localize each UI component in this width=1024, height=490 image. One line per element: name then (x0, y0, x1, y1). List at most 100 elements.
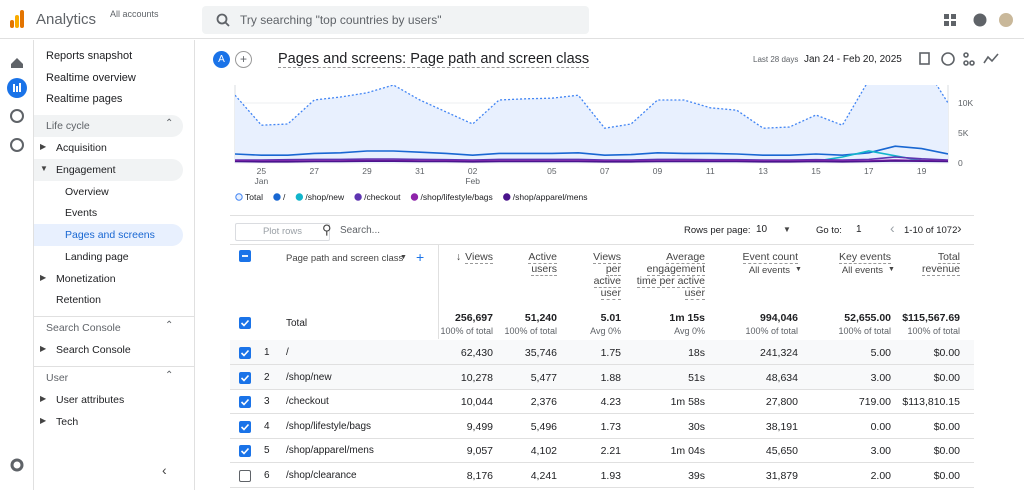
comparison-avatar[interactable]: A (213, 51, 230, 68)
nav-item[interactable]: Tech (56, 416, 79, 428)
rail-icons[interactable] (6, 50, 28, 480)
dimension-header[interactable]: Page path and screen class (286, 253, 404, 264)
nav-item[interactable]: Acquisition (56, 142, 107, 154)
row-rank: 4 (264, 420, 270, 432)
nav-item[interactable]: Pages and screens (65, 229, 155, 241)
column-header[interactable]: Views per active user (581, 251, 621, 300)
column-header[interactable]: Key events (821, 251, 891, 264)
row-page[interactable]: /shop/apparel/mens (286, 445, 374, 457)
row-page[interactable]: /checkout (286, 396, 329, 408)
row-page[interactable]: /shop/clearance (286, 470, 357, 481)
cell-value: $113,810.15 (902, 396, 960, 409)
row-rank: 1 (264, 347, 270, 358)
row-border (230, 364, 974, 365)
report-title: Pages and screens: Page path and screen … (278, 51, 590, 68)
toolbar-icons[interactable] (918, 51, 1003, 67)
section-title[interactable]: User (46, 372, 69, 384)
nav-item[interactable]: Search Console (56, 344, 131, 356)
account-picker[interactable]: All accounts (110, 9, 159, 19)
cell-value: 31,879 (765, 470, 798, 482)
collapse-icon: ⌃ (165, 370, 174, 381)
search-placeholder: Try searching "top countries by users" (240, 13, 442, 27)
y-tick-label: 5K (958, 128, 969, 138)
page-next[interactable]: › (957, 220, 962, 236)
nav-item[interactable]: Engagement (56, 164, 116, 176)
goto-label: Go to: (816, 225, 842, 236)
cell-value: 2,376 (530, 396, 557, 409)
select-all[interactable] (239, 250, 251, 262)
series-group (235, 145, 948, 157)
row-page[interactable]: / (286, 347, 289, 358)
total-value: 256,697 (455, 312, 493, 324)
row-checkbox[interactable] (239, 445, 251, 458)
row-bg (230, 340, 974, 364)
row-checkbox[interactable] (239, 420, 251, 433)
header-icons[interactable] (944, 13, 1014, 29)
nav-item[interactable]: Overview (65, 186, 109, 198)
nav-active (34, 224, 183, 246)
row-checkbox[interactable] (239, 470, 251, 482)
row-checkbox[interactable] (239, 347, 251, 359)
x-tick-label: 05 (547, 166, 557, 176)
collapse-icon: ⌃ (165, 320, 174, 331)
row-rank: 3 (264, 396, 270, 408)
nav-item[interactable]: User attributes (56, 394, 125, 406)
row-checkbox[interactable] (239, 317, 251, 329)
total-value: 994,046 (760, 312, 798, 324)
cell-value: 1.75 (600, 347, 621, 359)
plot-rows-button[interactable]: Plot rows (235, 223, 330, 241)
search-box[interactable] (202, 6, 589, 34)
nav-item[interactable]: Landing page (65, 251, 129, 263)
column-header[interactable]: ↓ Views (443, 251, 493, 264)
cell-value: 27,800 (765, 396, 798, 409)
search-icon: ⚲ (322, 222, 332, 237)
add-comparison[interactable]: + (235, 51, 252, 68)
table-search[interactable]: Search... (340, 225, 381, 236)
column-header[interactable]: Active users (512, 251, 557, 276)
nav-item[interactable]: Realtime pages (46, 93, 123, 105)
rows-per-page[interactable]: 10 (756, 224, 768, 235)
date-range[interactable]: Jan 24 - Feb 20, 2025 (804, 54, 902, 65)
add-dimension[interactable]: + (416, 249, 425, 265)
column-header[interactable]: Event count (728, 251, 798, 264)
column-filter[interactable]: All events (748, 265, 790, 276)
x-tick-label: 31 (415, 166, 425, 176)
nav-item[interactable]: Events (65, 207, 98, 219)
cell-value: 10,044 (460, 396, 493, 409)
row-checkbox[interactable] (239, 371, 251, 384)
section-title[interactable]: Search Console (46, 322, 121, 334)
column-label: Average engagement time per active user (636, 251, 705, 300)
row-rank: 5 (264, 445, 270, 457)
nav-item[interactable]: Retention (56, 294, 101, 306)
row-checkbox[interactable] (239, 396, 251, 409)
goto-input[interactable]: 1 (856, 224, 862, 235)
section-title[interactable]: Life cycle (46, 120, 90, 132)
cell-value: $0.00 (933, 470, 960, 482)
cell-value: 51s (688, 371, 705, 384)
legend-label: / (283, 192, 286, 202)
nav-item[interactable]: Realtime overview (46, 72, 136, 84)
header-top-border (230, 244, 974, 245)
column-header[interactable]: Total revenue (900, 251, 960, 276)
collapse-sidebar[interactable]: ‹ (162, 462, 167, 478)
column-header[interactable]: Average engagement time per active user (630, 251, 705, 300)
cell-value: 3.00 (870, 445, 891, 458)
series-group (235, 85, 948, 163)
legend-label: /checkout (364, 192, 401, 202)
legend-swatch (273, 193, 281, 201)
row-page[interactable]: /shop/new (286, 371, 332, 383)
row-page[interactable]: /shop/lifestyle/bags (286, 420, 372, 432)
nav-item[interactable]: Reports snapshot (46, 50, 133, 62)
expand-arrow: ▶ (40, 273, 47, 282)
column-label: Key events (839, 251, 891, 264)
column-filter[interactable]: All events (841, 265, 883, 276)
cell-value: $0.00 (933, 420, 960, 433)
nav-item[interactable]: Monetization (56, 273, 116, 285)
nav-highlight (34, 159, 183, 181)
cell-value: 719.00 (858, 396, 891, 409)
row-bg (230, 364, 974, 389)
y-tick-label: 10K (958, 98, 973, 108)
page-prev[interactable]: ‹ (890, 220, 895, 236)
